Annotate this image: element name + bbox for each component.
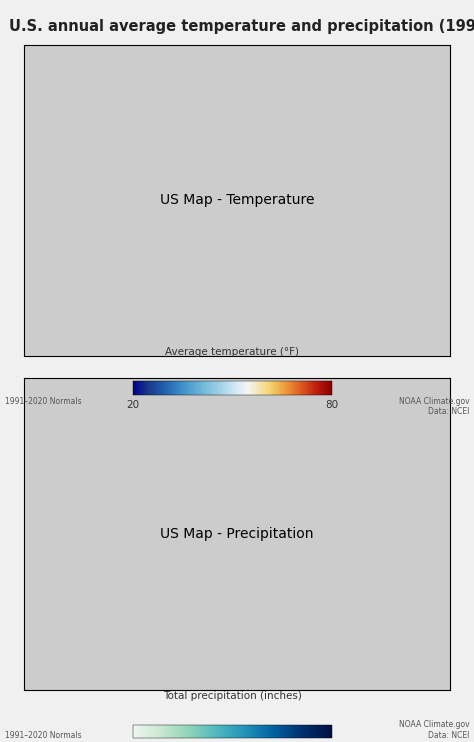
Text: 1991–2020 Normals: 1991–2020 Normals: [5, 731, 82, 740]
Text: Total precipitation (inches): Total precipitation (inches): [163, 691, 301, 701]
Text: U.S. annual average temperature and precipitation (1991–2020): U.S. annual average temperature and prec…: [9, 19, 474, 33]
Text: 1991–2020 Normals: 1991–2020 Normals: [5, 397, 82, 406]
Text: Average temperature (°F): Average temperature (°F): [165, 347, 299, 358]
Text: NOAA Climate.gov
Data: NCEI: NOAA Climate.gov Data: NCEI: [399, 397, 469, 416]
Text: US Map - Temperature: US Map - Temperature: [160, 194, 314, 207]
Text: US Map - Precipitation: US Map - Precipitation: [160, 528, 314, 541]
Text: NOAA Climate.gov
Data: NCEI: NOAA Climate.gov Data: NCEI: [399, 720, 469, 740]
